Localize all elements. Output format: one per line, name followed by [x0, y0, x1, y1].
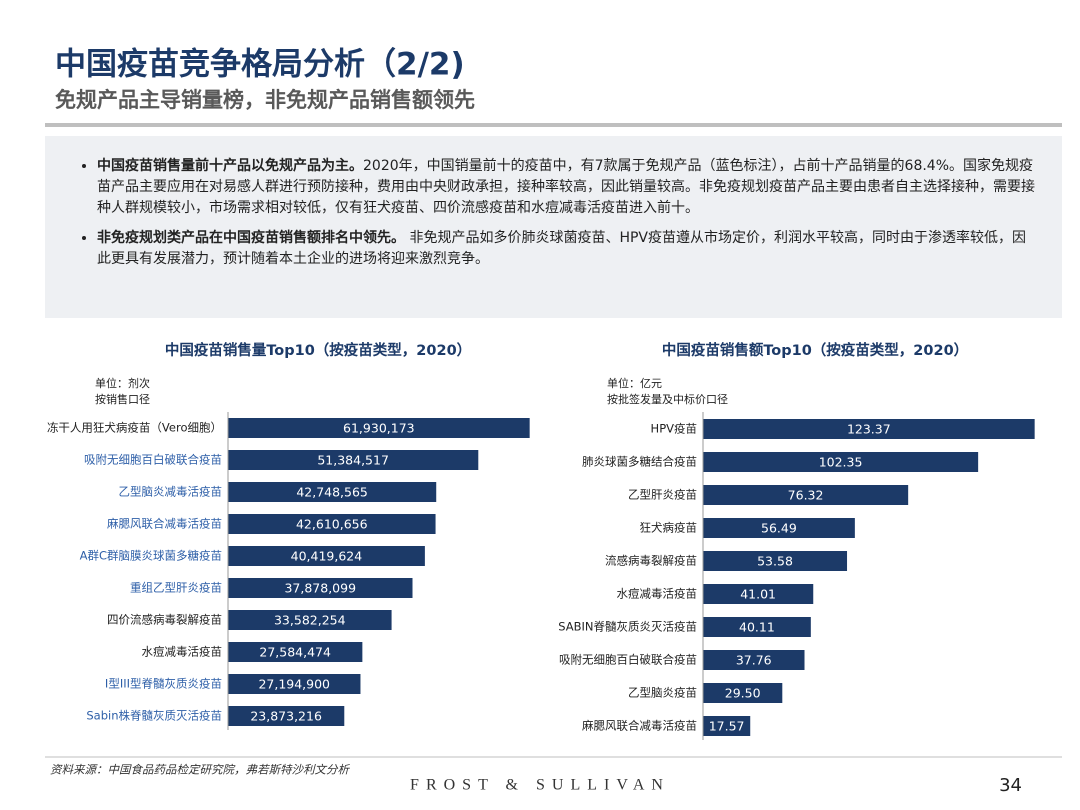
category-label: 吸附无细胞百白破联合疫苗: [84, 453, 222, 467]
chart-title: 中国疫苗销售量Top10（按疫苗类型，2020）: [165, 341, 471, 359]
bullet-bold: 非免疫规划类产品在中国疫苗销售额排名中领先。: [97, 230, 405, 246]
category-label: 麻腮风联合减毒活疫苗: [107, 517, 222, 531]
value-label: 56.49: [761, 521, 797, 536]
bullet: 非免疫规划类产品在中国疫苗销售额排名中领先。 非免规产品如多价肺炎球菌疫苗、HP…: [97, 228, 1038, 270]
bar: [703, 551, 848, 571]
bar: [228, 706, 345, 726]
value-label: 27,194,900: [258, 677, 330, 692]
category-label: 麻腮风联合减毒活疫苗: [582, 719, 697, 733]
value-label: 23,873,216: [250, 709, 322, 724]
value-label: 42,748,565: [296, 485, 368, 500]
bar: [228, 578, 413, 598]
title: 中国疫苗竞争格局分析（2/2): [55, 47, 465, 83]
value-label: 37.76: [736, 653, 772, 668]
value-label: 42,610,656: [296, 517, 368, 532]
category-label: 乙型肝炎疫苗: [628, 488, 697, 502]
unit-note: 按批签发量及中标价口径: [607, 392, 728, 406]
category-label: 乙型脑炎减毒活疫苗: [119, 485, 223, 499]
bar: [703, 584, 814, 604]
category-label: A群C群脑膜炎球菌多糖疫苗: [80, 549, 222, 563]
bar: [703, 518, 855, 538]
category-label: 重组乙型肝炎疫苗: [130, 581, 222, 595]
value-label: 27,584,474: [259, 645, 331, 660]
category-label: 乙型脑炎疫苗: [628, 686, 697, 700]
category-label: I型III型脊髓灰质炎疫苗: [105, 677, 222, 691]
bar: [703, 485, 909, 505]
unit: 单位：剂次: [95, 376, 150, 390]
category-label: 吸附无细胞百白破联合疫苗: [559, 653, 697, 667]
bar: [703, 716, 751, 736]
summary-box: 中国疫苗销售量前十产品以免规产品为主。2020年，中国销量前十的疫苗中，有7款属…: [45, 136, 1062, 318]
unit-note: 按销售口径: [95, 392, 150, 406]
category-label: 狂犬病疫苗: [640, 521, 698, 535]
value-label: 33,582,254: [274, 613, 346, 628]
value-label: 40,419,624: [291, 549, 363, 564]
bar: [703, 452, 979, 472]
value-label: 40.11: [739, 620, 775, 635]
bar: [228, 418, 530, 438]
bar: [228, 514, 436, 534]
category-label: 水痘减毒活疫苗: [142, 645, 223, 659]
bullet-text: 2020年，中国销量前十的疫苗中，有7款属于免规产品（蓝色标注），占前十产品销量…: [97, 158, 1035, 216]
bullet-bold: 中国疫苗销售量前十产品以免规产品为主。: [97, 158, 363, 174]
source: 资料来源：中国食品药品检定研究院，弗若斯特沙利文分析: [50, 763, 350, 777]
bar: [228, 674, 361, 694]
bullet: 中国疫苗销售量前十产品以免规产品为主。2020年，中国销量前十的疫苗中，有7款属…: [97, 156, 1038, 219]
value-label: 51,384,517: [317, 453, 389, 468]
category-label: 肺炎球菌多糖结合疫苗: [582, 455, 697, 469]
bar: [228, 450, 479, 470]
value-label: 76.32: [788, 488, 824, 503]
value-label: 53.58: [757, 554, 793, 569]
category-label: Sabin株脊髓灰质灭活疫苗: [86, 709, 222, 723]
bar: [228, 642, 363, 662]
value-label: 29.50: [725, 686, 761, 701]
value-label: 123.37: [847, 422, 891, 437]
bar: [703, 419, 1035, 439]
value-label: 37,878,099: [284, 581, 356, 596]
category-label: SABIN脊髓灰质炎灭活疫苗: [558, 620, 697, 634]
value-label: 17.57: [709, 719, 745, 734]
bullet-text: 非免规产品如多价肺炎球菌疫苗、HPV疫苗遵从市场定价，利润水平较高，同时由于渗透…: [97, 230, 1026, 267]
category-label: 冻干人用狂犬病疫苗（Vero细胞）: [47, 421, 222, 435]
category-label: 水痘减毒活疫苗: [617, 587, 698, 601]
brand: FROST & SULLIVAN: [410, 777, 670, 794]
value-label: 102.35: [819, 455, 863, 470]
category-label: HPV疫苗: [651, 422, 697, 436]
bar: [228, 610, 392, 630]
subtitle: 免规产品主导销量榜，非免规产品销售额领先: [55, 88, 475, 112]
value-label: 41.01: [740, 587, 776, 602]
bar: [703, 617, 811, 637]
category-label: 流感病毒裂解疫苗: [605, 554, 697, 568]
divider: [45, 123, 1062, 127]
chart-title: 中国疫苗销售额Top10（按疫苗类型，2020）: [662, 341, 968, 359]
page-number: 34: [999, 775, 1022, 796]
bar: [228, 482, 437, 502]
bar: [228, 546, 425, 566]
bar: [703, 650, 805, 670]
value-label: 61,930,173: [343, 421, 415, 436]
unit: 单位：亿元: [607, 376, 662, 390]
bar: [703, 683, 783, 703]
category-label: 四价流感病毒裂解疫苗: [107, 613, 222, 627]
bullet-list: 中国疫苗销售量前十产品以免规产品为主。2020年，中国销量前十的疫苗中，有7款属…: [75, 156, 1038, 270]
